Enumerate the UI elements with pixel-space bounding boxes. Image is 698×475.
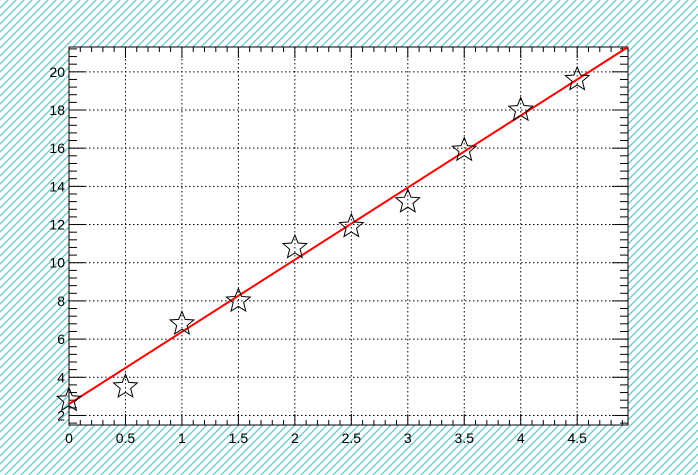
data-point-star <box>338 212 365 238</box>
x-tick-label: 1 <box>178 430 186 446</box>
y-tick-label: 6 <box>57 331 65 347</box>
data-point-star <box>281 233 309 259</box>
plot-area <box>68 46 629 426</box>
x-tick-label: 4.5 <box>567 430 587 446</box>
y-tick-label: 8 <box>57 293 65 309</box>
x-tick-label: 3 <box>404 430 412 446</box>
data-point-star <box>112 372 139 399</box>
axis-ticks <box>68 47 628 425</box>
data-point-star <box>168 309 196 336</box>
y-tick-label: 2 <box>57 407 65 423</box>
y-tick-label: 12 <box>49 217 65 233</box>
x-tick-label: 3.5 <box>455 430 475 446</box>
data-point-star <box>564 65 591 91</box>
x-tick-label: 2.5 <box>342 430 362 446</box>
data-point-star <box>225 287 252 313</box>
data-point-star <box>507 96 534 122</box>
x-tick-label: 2 <box>291 430 299 446</box>
data-points <box>55 65 591 412</box>
y-tick-label: 14 <box>49 178 65 194</box>
x-tick-label: 4 <box>517 430 525 446</box>
y-tick-label: 20 <box>49 64 65 80</box>
x-tick-label: 1.5 <box>229 430 249 446</box>
fit-line <box>68 46 629 405</box>
y-tick-label: 18 <box>49 102 65 118</box>
y-tick-label: 16 <box>49 140 65 156</box>
x-tick-label: 0 <box>65 430 73 446</box>
y-tick-label: 4 <box>57 369 65 385</box>
fit-line-layer <box>68 46 629 405</box>
data-point-star <box>55 386 83 412</box>
data-point-star <box>394 187 421 213</box>
x-tick-label: 0.5 <box>116 430 136 446</box>
y-tick-label: 10 <box>49 255 65 271</box>
tick-labels: 0 0.5 1 1.5 2 2.5 3 3.5 4 4.5 2 4 6 8 10 12 14 16 18 20 <box>49 64 587 446</box>
data-point-star <box>451 136 478 162</box>
